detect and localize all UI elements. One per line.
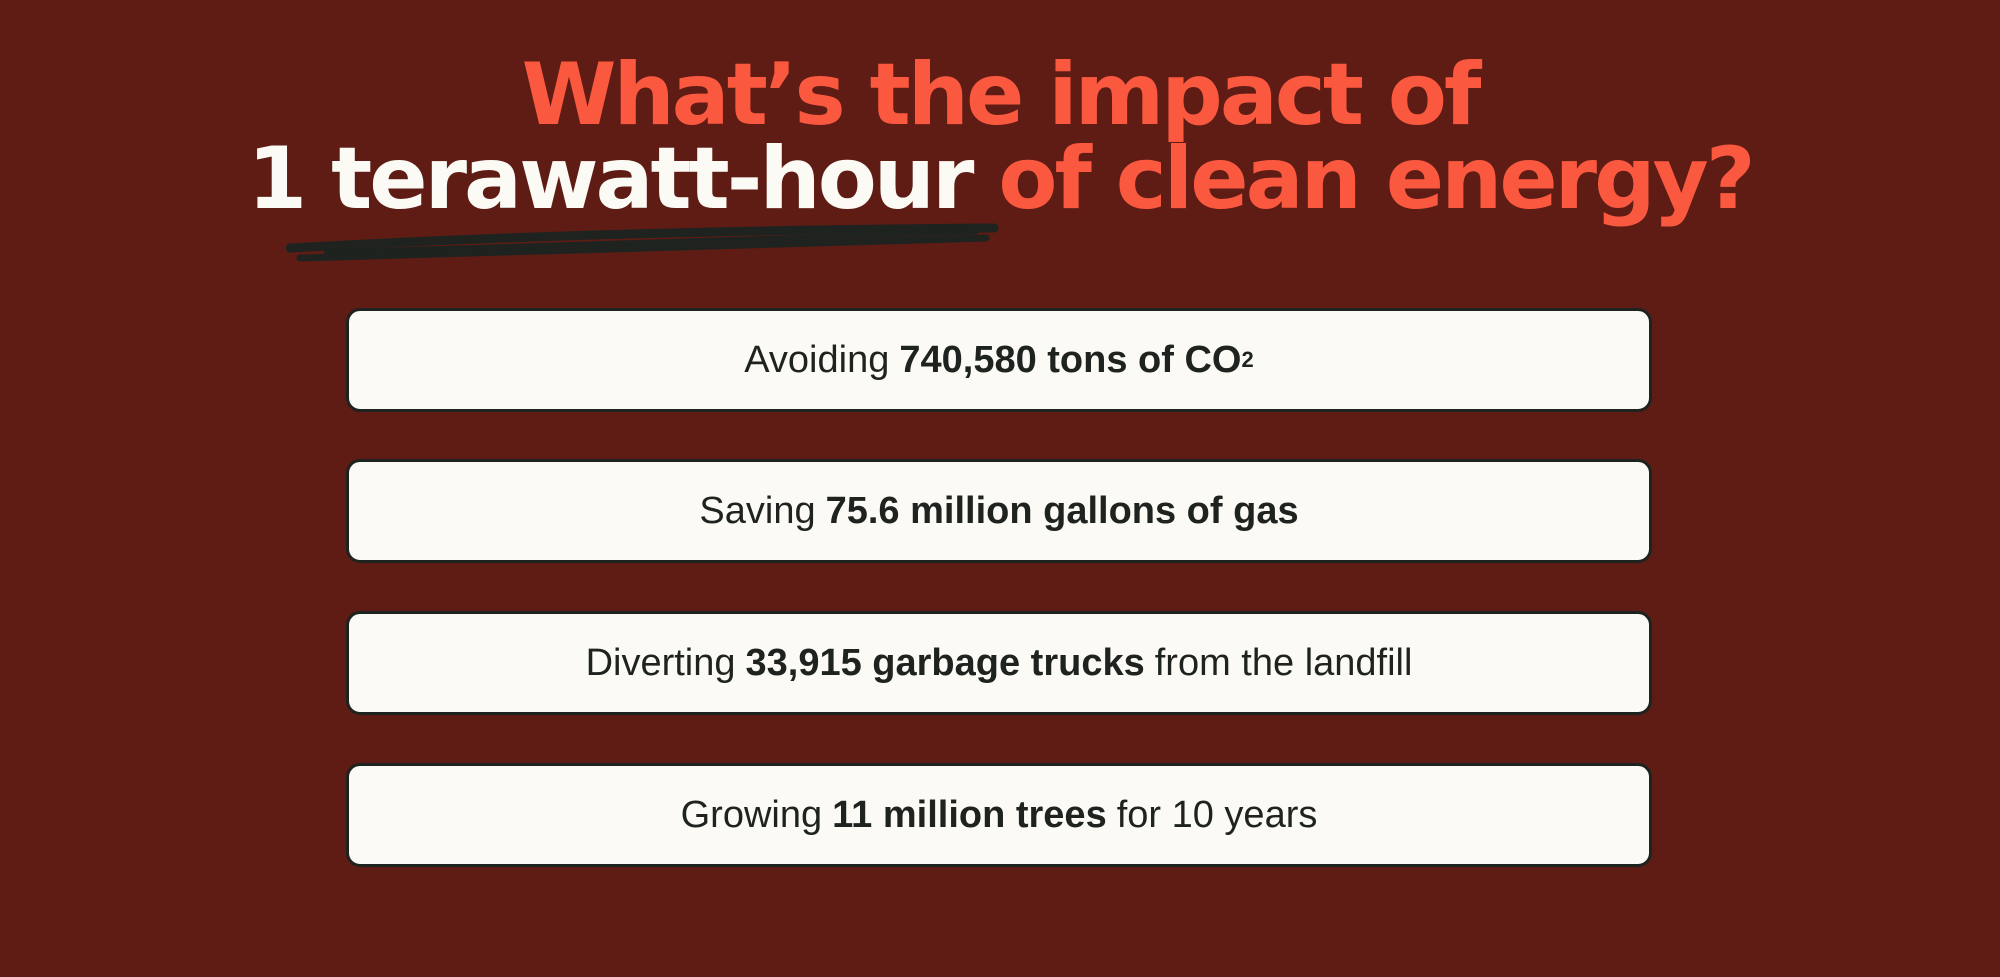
headline-rest: of clean energy?: [971, 129, 1755, 229]
fact-card-garbage-trucks: Diverting 33,915 garbage trucks from the l…: [346, 611, 1652, 715]
fact-value: 75.6 million gallons of gas: [825, 489, 1299, 532]
fact-card-gas: Saving 75.6 million gallons of gas: [346, 459, 1652, 563]
fact-prefix: Saving: [699, 489, 816, 532]
fact-value: 11 million trees: [832, 793, 1107, 836]
fact-prefix: Growing: [680, 793, 823, 836]
headline-line-1: What’s the impact of: [521, 45, 1482, 145]
fact-prefix: Diverting: [585, 641, 736, 684]
fact-value: 33,915 garbage trucks: [745, 641, 1145, 684]
fact-prefix: Avoiding: [744, 338, 890, 381]
scribble-underline: [286, 223, 999, 262]
fact-card-trees: Growing 11 million trees for 10 years: [346, 763, 1652, 867]
fact-value: 740,580 tons of CO: [899, 338, 1242, 381]
page-title: What’s the impact of 1 terawatt-hour of …: [0, 52, 2000, 222]
fact-suffix: for 10 years: [1116, 793, 1318, 836]
fact-card-co2: Avoiding 740,580 tons of CO 2: [346, 308, 1652, 412]
fact-suffix: from the landfill: [1154, 641, 1413, 684]
headline-line-2: 1 terawatt-hour of clean energy?: [0, 136, 2000, 222]
headline-highlight: 1 terawatt-hour: [247, 129, 974, 229]
